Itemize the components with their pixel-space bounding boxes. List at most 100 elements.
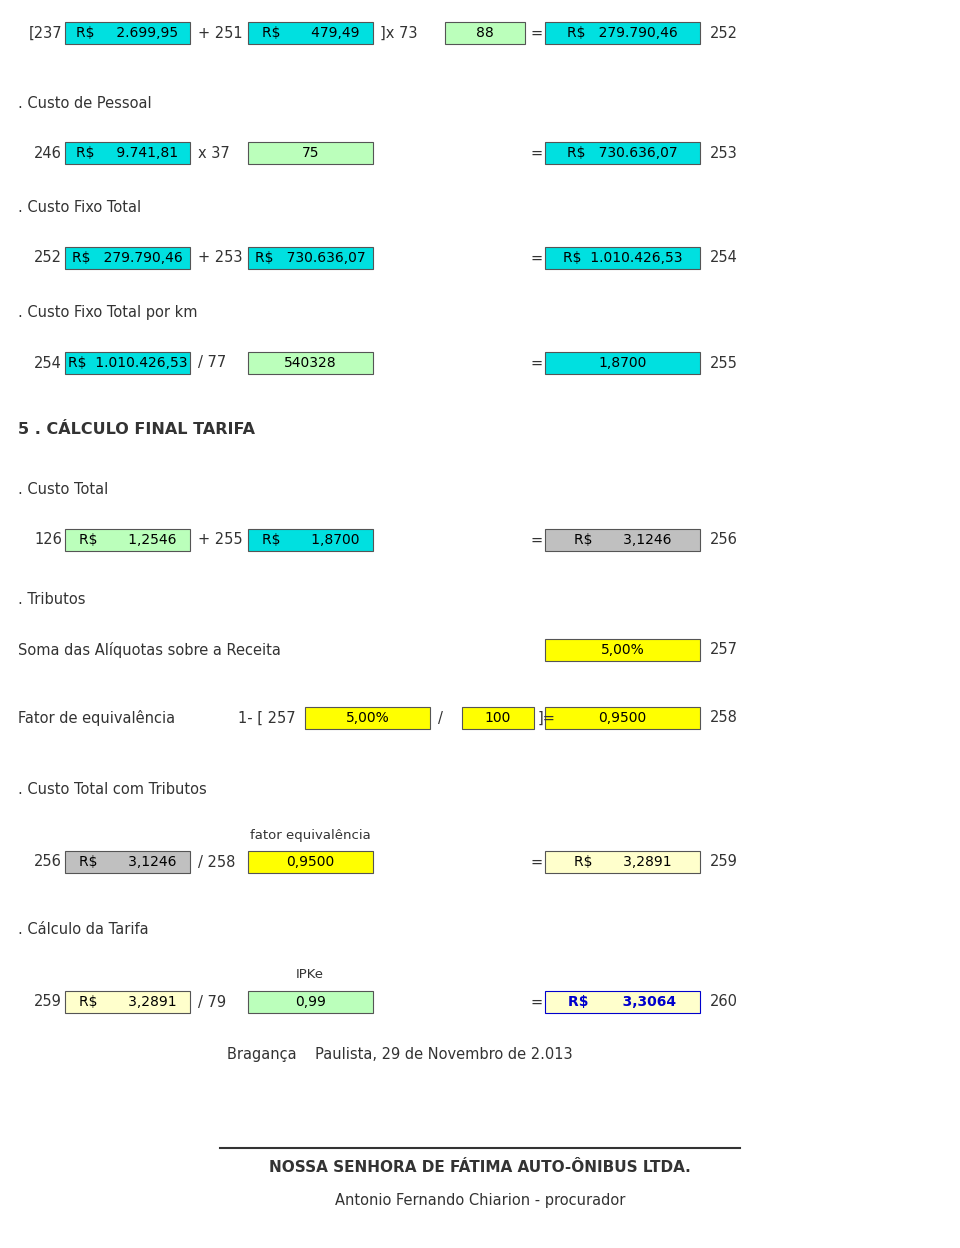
Text: R$       3,1246: R$ 3,1246 [574,533,671,547]
Text: =: = [530,25,542,40]
Bar [65,851,190,874]
Text: R$   279.790,46: R$ 279.790,46 [72,251,182,265]
Bar [545,639,700,661]
Bar [65,352,190,374]
Text: 88: 88 [476,26,493,40]
Text: 255: 255 [710,356,738,371]
Bar [248,529,373,552]
Text: 252: 252 [710,25,738,40]
Text: Fator de equivalência: Fator de equivalência [18,710,175,726]
Text: 1,8700: 1,8700 [598,356,647,369]
Text: / 79: / 79 [198,995,227,1010]
Text: 260: 260 [710,995,738,1010]
Text: [237: [237 [29,25,62,40]
Text: + 251: + 251 [198,25,243,40]
Text: . Custo Total com Tributos: . Custo Total com Tributos [18,782,206,797]
Bar [545,851,700,874]
Bar [248,22,373,44]
Text: R$       1,8700: R$ 1,8700 [262,533,359,547]
Bar [462,708,534,729]
Text: 253: 253 [710,146,737,161]
Text: 254: 254 [35,356,62,371]
Bar [545,22,700,44]
Text: =: = [530,533,542,548]
Text: 254: 254 [710,251,738,266]
Text: 100: 100 [485,711,511,725]
Text: . Custo Fixo Total por km: . Custo Fixo Total por km [18,306,198,321]
Text: R$   730.636,07: R$ 730.636,07 [567,146,678,160]
Text: R$   730.636,07: R$ 730.636,07 [255,251,366,265]
Text: 257: 257 [710,643,738,658]
Text: 256: 256 [35,855,62,870]
Text: =: = [530,251,542,266]
Text: 0,99: 0,99 [295,995,326,1008]
Text: IPKe: IPKe [296,968,324,981]
Text: ]x 73: ]x 73 [380,25,418,40]
Bar [248,352,373,374]
Text: R$   279.790,46: R$ 279.790,46 [567,26,678,40]
Text: R$     2.699,95: R$ 2.699,95 [77,26,179,40]
Text: 256: 256 [710,533,738,548]
Text: 252: 252 [34,251,62,266]
Text: R$     9.741,81: R$ 9.741,81 [77,146,179,160]
Text: R$  1.010.426,53: R$ 1.010.426,53 [68,356,187,369]
Bar [445,22,525,44]
Text: 259: 259 [710,855,738,870]
Text: 1- [ 257: 1- [ 257 [238,710,296,725]
Bar [65,991,190,1013]
Text: /: / [438,710,443,725]
Text: 246: 246 [35,146,62,161]
Text: =: = [530,356,542,371]
Text: Soma das Alíquotas sobre a Receita: Soma das Alíquotas sobre a Receita [18,641,281,658]
Text: R$       1,2546: R$ 1,2546 [79,533,177,547]
Bar [545,142,700,163]
Text: 5,00%: 5,00% [601,643,644,656]
Text: 5 . CÁLCULO FINAL TARIFA: 5 . CÁLCULO FINAL TARIFA [18,423,255,438]
Bar [545,708,700,729]
Bar [248,991,373,1013]
Text: fator equivalência: fator equivalência [250,829,371,841]
Text: . Custo Fixo Total: . Custo Fixo Total [18,201,141,216]
Bar [545,247,700,270]
Bar [545,991,700,1013]
Text: 258: 258 [710,710,738,725]
Text: R$       3,2891: R$ 3,2891 [79,995,177,1008]
Text: x 37: x 37 [198,146,229,161]
Text: =: = [530,146,542,161]
Text: R$       3,1246: R$ 3,1246 [79,855,177,869]
Bar [65,142,190,163]
Text: NOSSA SENHORA DE FÁTIMA AUTO-ÔNIBUS LTDA.: NOSSA SENHORA DE FÁTIMA AUTO-ÔNIBUS LTDA… [269,1161,691,1176]
Text: R$       3,2891: R$ 3,2891 [574,855,671,869]
Text: / 258: / 258 [198,855,235,870]
Text: . Tributos: . Tributos [18,593,85,608]
Text: + 253: + 253 [198,251,243,266]
Text: . Custo de Pessoal: . Custo de Pessoal [18,96,152,111]
Text: 540328: 540328 [284,356,337,369]
Bar [545,352,700,374]
Text: Antonio Fernando Chiarion - procurador: Antonio Fernando Chiarion - procurador [335,1193,625,1208]
Text: 75: 75 [301,146,320,160]
Bar [248,851,373,874]
Text: . Cálculo da Tarifa: . Cálculo da Tarifa [18,922,149,937]
Text: . Custo Total: . Custo Total [18,483,108,498]
Text: 0,9500: 0,9500 [598,711,647,725]
Bar [65,22,190,44]
Text: Bragança    Paulista, 29 de Novembro de 2.013: Bragança Paulista, 29 de Novembro de 2.0… [228,1047,573,1062]
Text: 126: 126 [35,533,62,548]
Text: 0,9500: 0,9500 [286,855,335,869]
Bar [545,529,700,552]
Bar [65,529,190,552]
Text: 5,00%: 5,00% [346,711,390,725]
Bar [305,708,430,729]
Text: R$       3,3064: R$ 3,3064 [568,995,677,1008]
Text: =: = [530,855,542,870]
Text: 259: 259 [35,995,62,1010]
Text: R$       479,49: R$ 479,49 [262,26,359,40]
Text: + 255: + 255 [198,533,243,548]
Text: / 77: / 77 [198,356,227,371]
Bar [65,247,190,270]
Text: =: = [530,995,542,1010]
Text: ]=: ]= [538,710,556,725]
Bar [248,247,373,270]
Text: R$  1.010.426,53: R$ 1.010.426,53 [563,251,683,265]
